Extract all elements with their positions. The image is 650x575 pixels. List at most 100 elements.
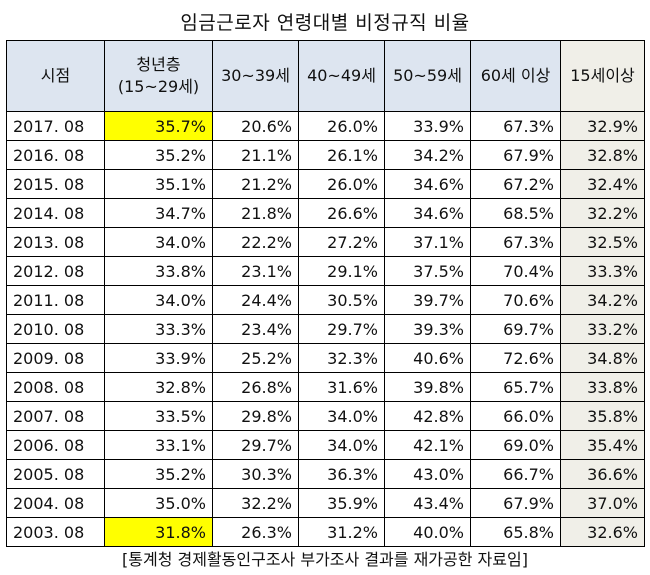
- cell-40s: 34.0%: [298, 401, 385, 431]
- cell-50s: 37.5%: [384, 256, 471, 286]
- cell-60plus: 67.3%: [470, 227, 561, 257]
- table-row: 2003. 08 31.8% 26.3% 31.2% 40.0% 65.8% 32.6%: [6, 517, 645, 547]
- cell-60plus: 66.7%: [470, 459, 561, 489]
- header-row: 시점 청년층 (15~29세) 30~39세 40~49세 50~59세 60세…: [6, 40, 645, 112]
- cell-50s: 39.3%: [384, 314, 471, 344]
- cell-60plus: 65.7%: [470, 372, 561, 402]
- table-row: 2008. 08 32.8% 26.8% 31.6% 39.8% 65.7% 33.8%: [6, 372, 645, 402]
- cell-60plus: 69.7%: [470, 314, 561, 344]
- cell-period: 2016. 08: [6, 140, 105, 170]
- cell-period: 2011. 08: [6, 285, 105, 315]
- cell-50s: 33.9%: [384, 111, 471, 141]
- table-row: 2007. 08 33.5% 29.8% 34.0% 42.8% 66.0% 35.8%: [6, 401, 645, 431]
- cell-30s: 21.8%: [212, 198, 299, 228]
- cell-30s: 26.3%: [212, 517, 299, 547]
- cell-period: 2009. 08: [6, 343, 105, 373]
- cell-15plus: 32.8%: [560, 140, 645, 170]
- cell-period: 2010. 08: [6, 314, 105, 344]
- cell-youth: 35.2%: [104, 459, 213, 489]
- table-row: 2013. 08 34.0% 22.2% 27.2% 37.1% 67.3% 32.5%: [6, 227, 645, 257]
- cell-15plus: 33.3%: [560, 256, 645, 286]
- cell-youth: 33.1%: [104, 430, 213, 460]
- cell-50s: 39.8%: [384, 372, 471, 402]
- column-header-40s: 40~49세: [298, 40, 385, 112]
- cell-60plus: 67.2%: [470, 169, 561, 199]
- cell-15plus: 32.6%: [560, 517, 645, 547]
- cell-30s: 21.1%: [212, 140, 299, 170]
- cell-15plus: 35.8%: [560, 401, 645, 431]
- cell-youth: 33.5%: [104, 401, 213, 431]
- cell-30s: 21.2%: [212, 169, 299, 199]
- cell-youth: 33.8%: [104, 256, 213, 286]
- cell-40s: 27.2%: [298, 227, 385, 257]
- cell-youth: 31.8%: [104, 517, 213, 547]
- cell-15plus: 35.4%: [560, 430, 645, 460]
- table-row: 2017. 08 35.7% 20.6% 26.0% 33.9% 67.3% 32.9%: [6, 111, 645, 141]
- table-row: 2010. 08 33.3% 23.4% 29.7% 39.3% 69.7% 33.2%: [6, 314, 645, 344]
- cell-30s: 26.8%: [212, 372, 299, 402]
- cell-50s: 34.6%: [384, 198, 471, 228]
- table-row: 2012. 08 33.8% 23.1% 29.1% 37.5% 70.4% 33.3%: [6, 256, 645, 286]
- cell-50s: 34.2%: [384, 140, 471, 170]
- cell-30s: 32.2%: [212, 488, 299, 518]
- cell-40s: 26.6%: [298, 198, 385, 228]
- cell-40s: 34.0%: [298, 430, 385, 460]
- cell-youth: 35.1%: [104, 169, 213, 199]
- cell-50s: 40.0%: [384, 517, 471, 547]
- column-header-60plus: 60세 이상: [470, 40, 561, 112]
- cell-60plus: 67.3%: [470, 111, 561, 141]
- cell-30s: 23.4%: [212, 314, 299, 344]
- cell-youth: 34.7%: [104, 198, 213, 228]
- cell-40s: 31.2%: [298, 517, 385, 547]
- cell-period: 2015. 08: [6, 169, 105, 199]
- cell-youth: 33.9%: [104, 343, 213, 373]
- cell-15plus: 36.6%: [560, 459, 645, 489]
- cell-50s: 43.0%: [384, 459, 471, 489]
- cell-15plus: 33.8%: [560, 372, 645, 402]
- cell-15plus: 32.2%: [560, 198, 645, 228]
- cell-60plus: 67.9%: [470, 488, 561, 518]
- cell-50s: 43.4%: [384, 488, 471, 518]
- cell-30s: 23.1%: [212, 256, 299, 286]
- cell-period: 2017. 08: [6, 111, 105, 141]
- cell-40s: 26.0%: [298, 169, 385, 199]
- table-row: 2011. 08 34.0% 24.4% 30.5% 39.7% 70.6% 34.2%: [6, 285, 645, 315]
- cell-60plus: 68.5%: [470, 198, 561, 228]
- cell-60plus: 66.0%: [470, 401, 561, 431]
- cell-50s: 40.6%: [384, 343, 471, 373]
- cell-period: 2004. 08: [6, 488, 105, 518]
- cell-40s: 26.1%: [298, 140, 385, 170]
- cell-youth: 34.0%: [104, 227, 213, 257]
- table-row: 2004. 08 35.0% 32.2% 35.9% 43.4% 67.9% 37.0%: [6, 488, 645, 518]
- cell-15plus: 32.9%: [560, 111, 645, 141]
- cell-40s: 29.7%: [298, 314, 385, 344]
- table-row: 2015. 08 35.1% 21.2% 26.0% 34.6% 67.2% 32.4%: [6, 169, 645, 199]
- cell-30s: 24.4%: [212, 285, 299, 315]
- cell-30s: 29.7%: [212, 430, 299, 460]
- cell-15plus: 34.8%: [560, 343, 645, 373]
- table-body: 2017. 08 35.7% 20.6% 26.0% 33.9% 67.3% 32.9% 20…: [6, 111, 645, 547]
- nonregular-ratio-table: 시점 청년층 (15~29세) 30~39세 40~49세 50~59세 60세…: [6, 40, 645, 547]
- table-title: 임금근로자 연령대별 비정규직 비율: [180, 12, 470, 34]
- cell-youth: 34.0%: [104, 285, 213, 315]
- cell-15plus: 32.5%: [560, 227, 645, 257]
- cell-15plus: 37.0%: [560, 488, 645, 518]
- cell-50s: 42.8%: [384, 401, 471, 431]
- cell-50s: 39.7%: [384, 285, 471, 315]
- cell-60plus: 65.8%: [470, 517, 561, 547]
- cell-period: 2008. 08: [6, 372, 105, 402]
- table-row: 2005. 08 35.2% 30.3% 36.3% 43.0% 66.7% 36.6%: [6, 459, 645, 489]
- cell-60plus: 72.6%: [470, 343, 561, 373]
- cell-youth: 33.3%: [104, 314, 213, 344]
- cell-youth: 35.0%: [104, 488, 213, 518]
- cell-30s: 30.3%: [212, 459, 299, 489]
- cell-period: 2006. 08: [6, 430, 105, 460]
- column-header-youth: 청년층 (15~29세): [104, 40, 213, 112]
- cell-youth: 35.2%: [104, 140, 213, 170]
- cell-15plus: 32.4%: [560, 169, 645, 199]
- cell-50s: 37.1%: [384, 227, 471, 257]
- cell-60plus: 70.4%: [470, 256, 561, 286]
- youth-header-line1: 청년층: [136, 55, 181, 74]
- youth-header-line2: (15~29세): [117, 77, 200, 96]
- cell-40s: 30.5%: [298, 285, 385, 315]
